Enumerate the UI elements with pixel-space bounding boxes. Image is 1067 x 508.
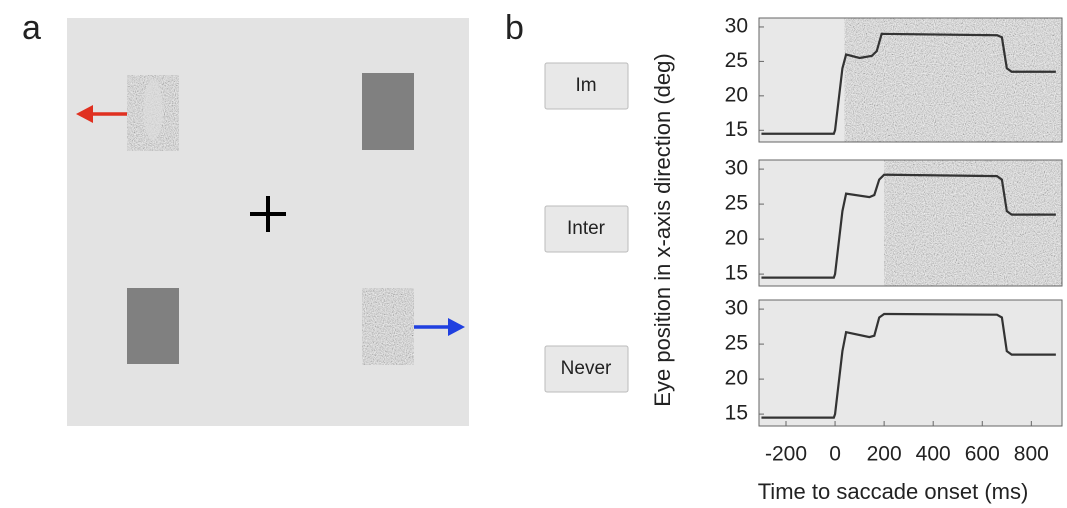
y-tick-label: 25 [725, 332, 748, 355]
condition-box [544, 205, 629, 253]
x-axis-title: Time to saccade onset (ms) [758, 479, 1029, 504]
y-tick-label: 20 [725, 227, 748, 250]
condition-label: Im [575, 75, 596, 96]
y-tick-label: 20 [725, 83, 748, 106]
condition-label: Never [561, 358, 612, 379]
condition-label: Inter [567, 218, 606, 239]
condition-box [544, 345, 629, 393]
y-tick-label: 30 [725, 297, 748, 320]
y-tick-label: 30 [725, 157, 748, 180]
x-tick-label: 800 [1014, 443, 1049, 466]
y-tick-label: 25 [725, 49, 748, 72]
panel-label: b [505, 9, 524, 47]
y-tick-label: 30 [725, 15, 748, 38]
plot-frame [758, 17, 1063, 143]
plot-background [759, 300, 1062, 426]
x-tick-label: 400 [916, 443, 951, 466]
condition-box [544, 62, 629, 110]
eye-trace [761, 173, 1056, 279]
y-tick-label: 20 [725, 367, 748, 390]
panel-label: a [22, 9, 41, 47]
x-tick-label: 200 [867, 443, 902, 466]
noise-background [884, 160, 1062, 286]
y-tick-label: 25 [725, 192, 748, 215]
plot-frame [758, 159, 1063, 287]
x-tick-label: -200 [765, 443, 807, 466]
y-tick-label: 15 [725, 262, 748, 285]
y-axis-title: Eye position in x-axis direction (deg) [650, 53, 675, 406]
x-tick-label: 600 [965, 443, 1000, 466]
plot-frame [758, 299, 1063, 427]
x-tick-label: 0 [829, 443, 841, 466]
y-tick-label: 15 [725, 118, 748, 141]
eye-trace [761, 32, 1056, 135]
y-tick-label: 15 [725, 402, 748, 425]
noise-background [844, 18, 1062, 142]
eye-trace [761, 312, 1056, 419]
display-diagram [67, 18, 469, 426]
